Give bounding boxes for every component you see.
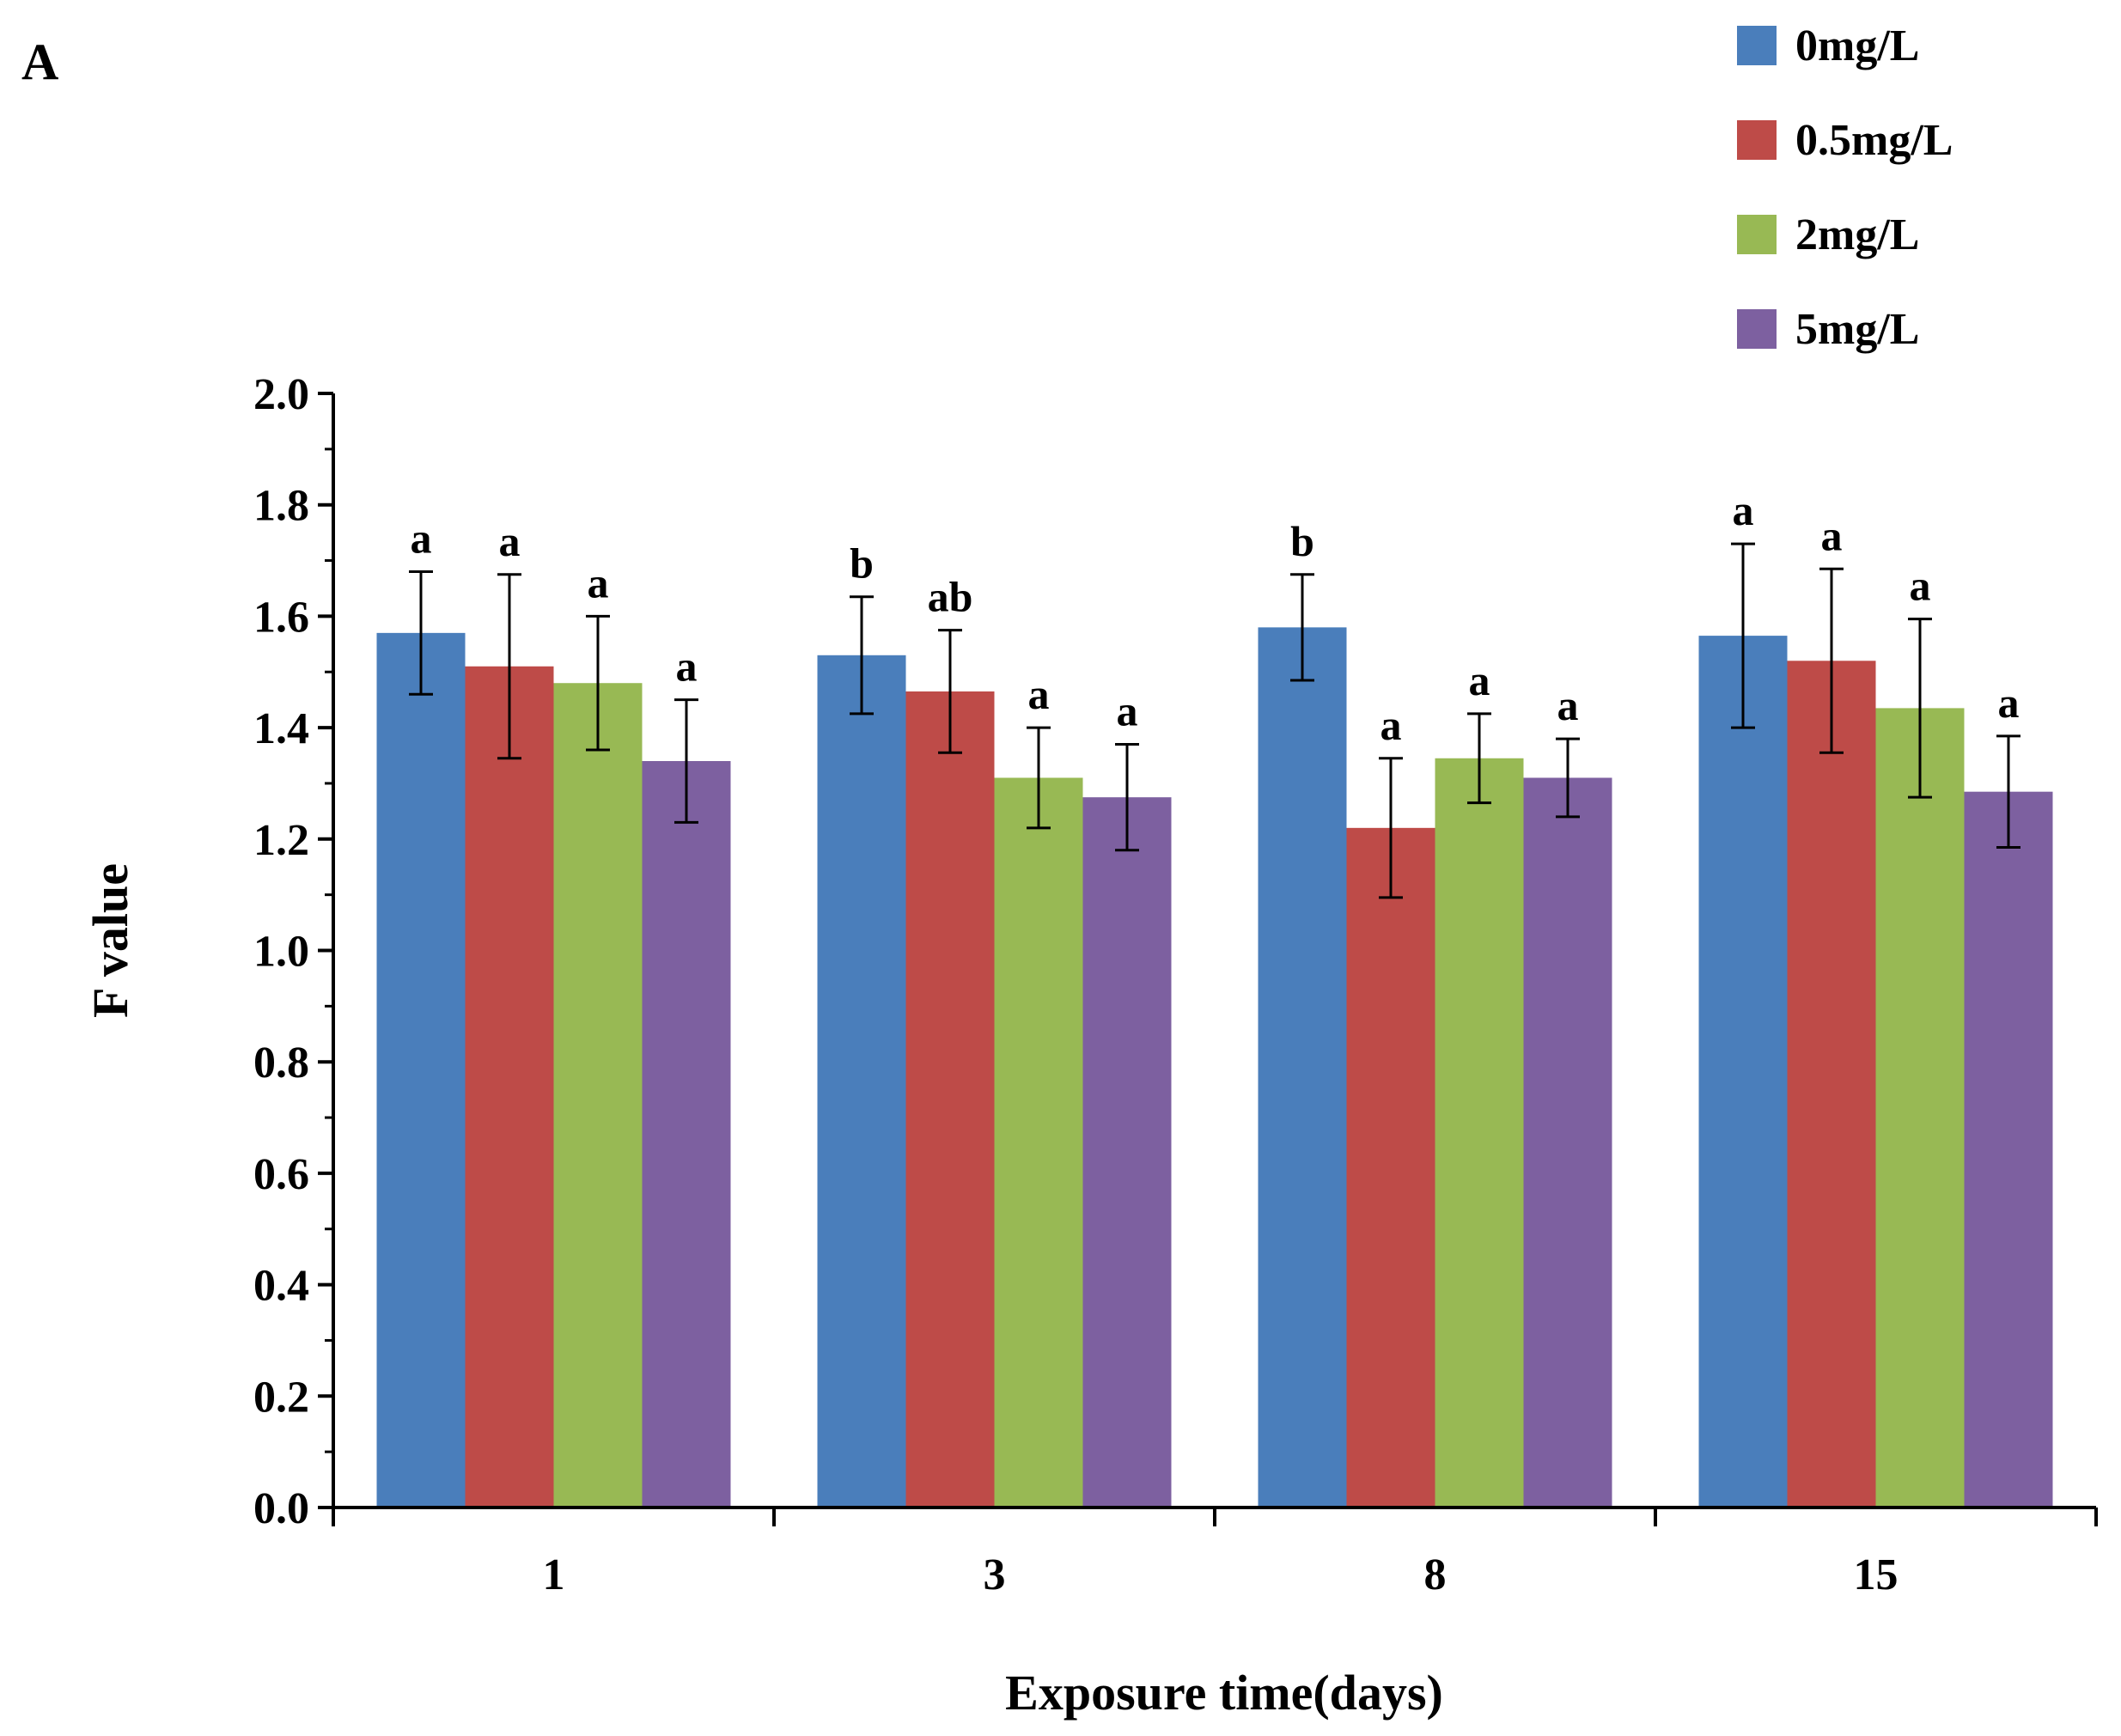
bar-0mgL-day-15 (1698, 636, 1788, 1508)
bar-0mgL-day-8 (1258, 627, 1347, 1508)
bar-5mgL-day-3 (1082, 797, 1172, 1508)
bar-5mgL-day-15 (1964, 791, 2053, 1508)
y-tick-label: 1.4 (253, 704, 309, 753)
legend-swatch (1737, 26, 1777, 65)
legend-swatch (1737, 215, 1777, 254)
y-tick-label: 0.2 (253, 1373, 309, 1422)
y-tick-label: 0.0 (253, 1484, 309, 1533)
significance-label: ab (928, 573, 973, 621)
y-tick-label: 1.2 (253, 816, 309, 865)
bar-2mgL-day-15 (1875, 708, 1965, 1508)
legend-label: 5mg/L (1795, 305, 1919, 354)
bar-0.5mgL-day-15 (1787, 661, 1876, 1508)
y-tick-label: 0.8 (253, 1039, 309, 1087)
legend-swatch (1737, 309, 1777, 349)
legend-label: 2mg/L (1795, 210, 1919, 259)
y-tick-label: 1.6 (253, 593, 309, 642)
significance-label: a (1380, 701, 1402, 749)
x-tick-label: 15 (1854, 1550, 1899, 1599)
significance-label: b (850, 539, 874, 588)
legend-swatch (1737, 120, 1777, 160)
bar-0mgL-day-3 (817, 655, 906, 1508)
legend-label: 0.5mg/L (1795, 116, 1953, 165)
axes-group: 0.0 0.2 0.4 0.6 0.8 1.0 1.2 1.4 1.6 1.8 2.0 1 3 8 15 (253, 370, 2098, 1599)
legend: 0mg/L 0.5mg/L 2mg/L 5mg/L (1737, 21, 1953, 354)
bar-2mgL-day-8 (1435, 758, 1524, 1508)
significance-label: a (1117, 687, 1138, 735)
significance-label: a (1557, 681, 1579, 729)
significance-label: a (1469, 656, 1490, 704)
y-tick-label: 1.8 (253, 482, 309, 531)
bar-0.5mgL-day-1 (465, 666, 554, 1508)
x-tick-label: 1 (543, 1550, 565, 1599)
significance-label: a (411, 515, 432, 563)
y-axis-title: F value (82, 863, 138, 1018)
legend-label: 0mg/L (1795, 21, 1919, 70)
bar-0.5mgL-day-3 (905, 691, 995, 1508)
y-tick-label: 0.6 (253, 1150, 309, 1199)
error-bars-group (409, 542, 2020, 899)
bar-5mgL-day-1 (642, 761, 731, 1508)
x-tick-label: 3 (984, 1550, 1006, 1599)
significance-label: a (588, 558, 609, 606)
y-tick-label: 0.4 (253, 1262, 309, 1311)
bar-0mgL-day-1 (376, 632, 466, 1508)
panel-label: A (21, 34, 58, 90)
bar-5mgL-day-8 (1523, 777, 1612, 1508)
y-tick-label: 2.0 (253, 370, 309, 419)
bars-group (376, 627, 2053, 1508)
significance-label: a (1028, 670, 1050, 718)
significance-label: a (676, 643, 698, 691)
bar-2mgL-day-1 (553, 683, 643, 1508)
x-tick-label: 8 (1424, 1550, 1447, 1599)
significance-label: a (1910, 562, 1931, 610)
significance-label: b (1290, 517, 1314, 565)
bar-0.5mgL-day-8 (1346, 827, 1435, 1508)
y-tick-label: 1.0 (253, 928, 309, 977)
significance-label: a (1998, 679, 2020, 727)
x-axis-title: Exposure time(days) (1005, 1665, 1443, 1721)
significance-label: a (1733, 486, 1754, 534)
significance-label: a (499, 517, 521, 565)
bar-2mgL-day-3 (994, 777, 1083, 1508)
significance-label: a (1821, 511, 1843, 559)
